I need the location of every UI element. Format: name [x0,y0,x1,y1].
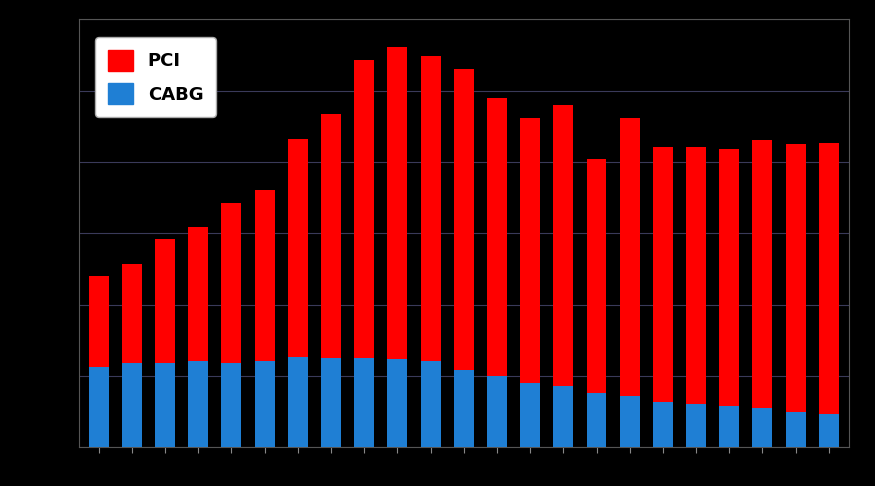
Bar [221,203,242,364]
Bar [88,367,108,447]
Bar [221,364,242,447]
Bar [155,363,175,447]
Bar [620,396,640,447]
Bar [553,386,573,447]
Bar [288,357,308,447]
Bar [819,143,839,414]
Bar [686,146,706,404]
Bar [188,227,208,361]
Bar [454,370,473,447]
Bar [354,60,374,358]
Bar [321,358,341,447]
Bar [354,358,374,447]
Bar [88,277,108,367]
Bar [520,383,540,447]
Bar [752,140,773,408]
Bar [719,149,739,406]
Bar [122,264,142,363]
Bar [487,98,507,376]
Bar [255,361,275,447]
Bar [653,401,673,447]
Bar [686,404,706,447]
Bar [586,158,606,393]
Bar [752,408,773,447]
Bar [586,393,606,447]
Bar [487,376,507,447]
Bar [719,406,739,447]
Bar [786,412,806,447]
Bar [122,363,142,447]
Bar [421,361,440,447]
Bar [288,139,308,357]
Bar [520,119,540,383]
Bar [421,56,440,361]
Bar [786,144,806,412]
Bar [620,119,640,396]
Legend: PCI, CABG: PCI, CABG [95,37,216,117]
Bar [321,114,341,358]
Bar [553,105,573,386]
Bar [155,239,175,363]
Bar [188,361,208,447]
Bar [819,414,839,447]
Bar [255,190,275,361]
Bar [653,147,673,401]
Bar [388,48,408,359]
Bar [454,69,473,370]
Bar [388,359,408,447]
